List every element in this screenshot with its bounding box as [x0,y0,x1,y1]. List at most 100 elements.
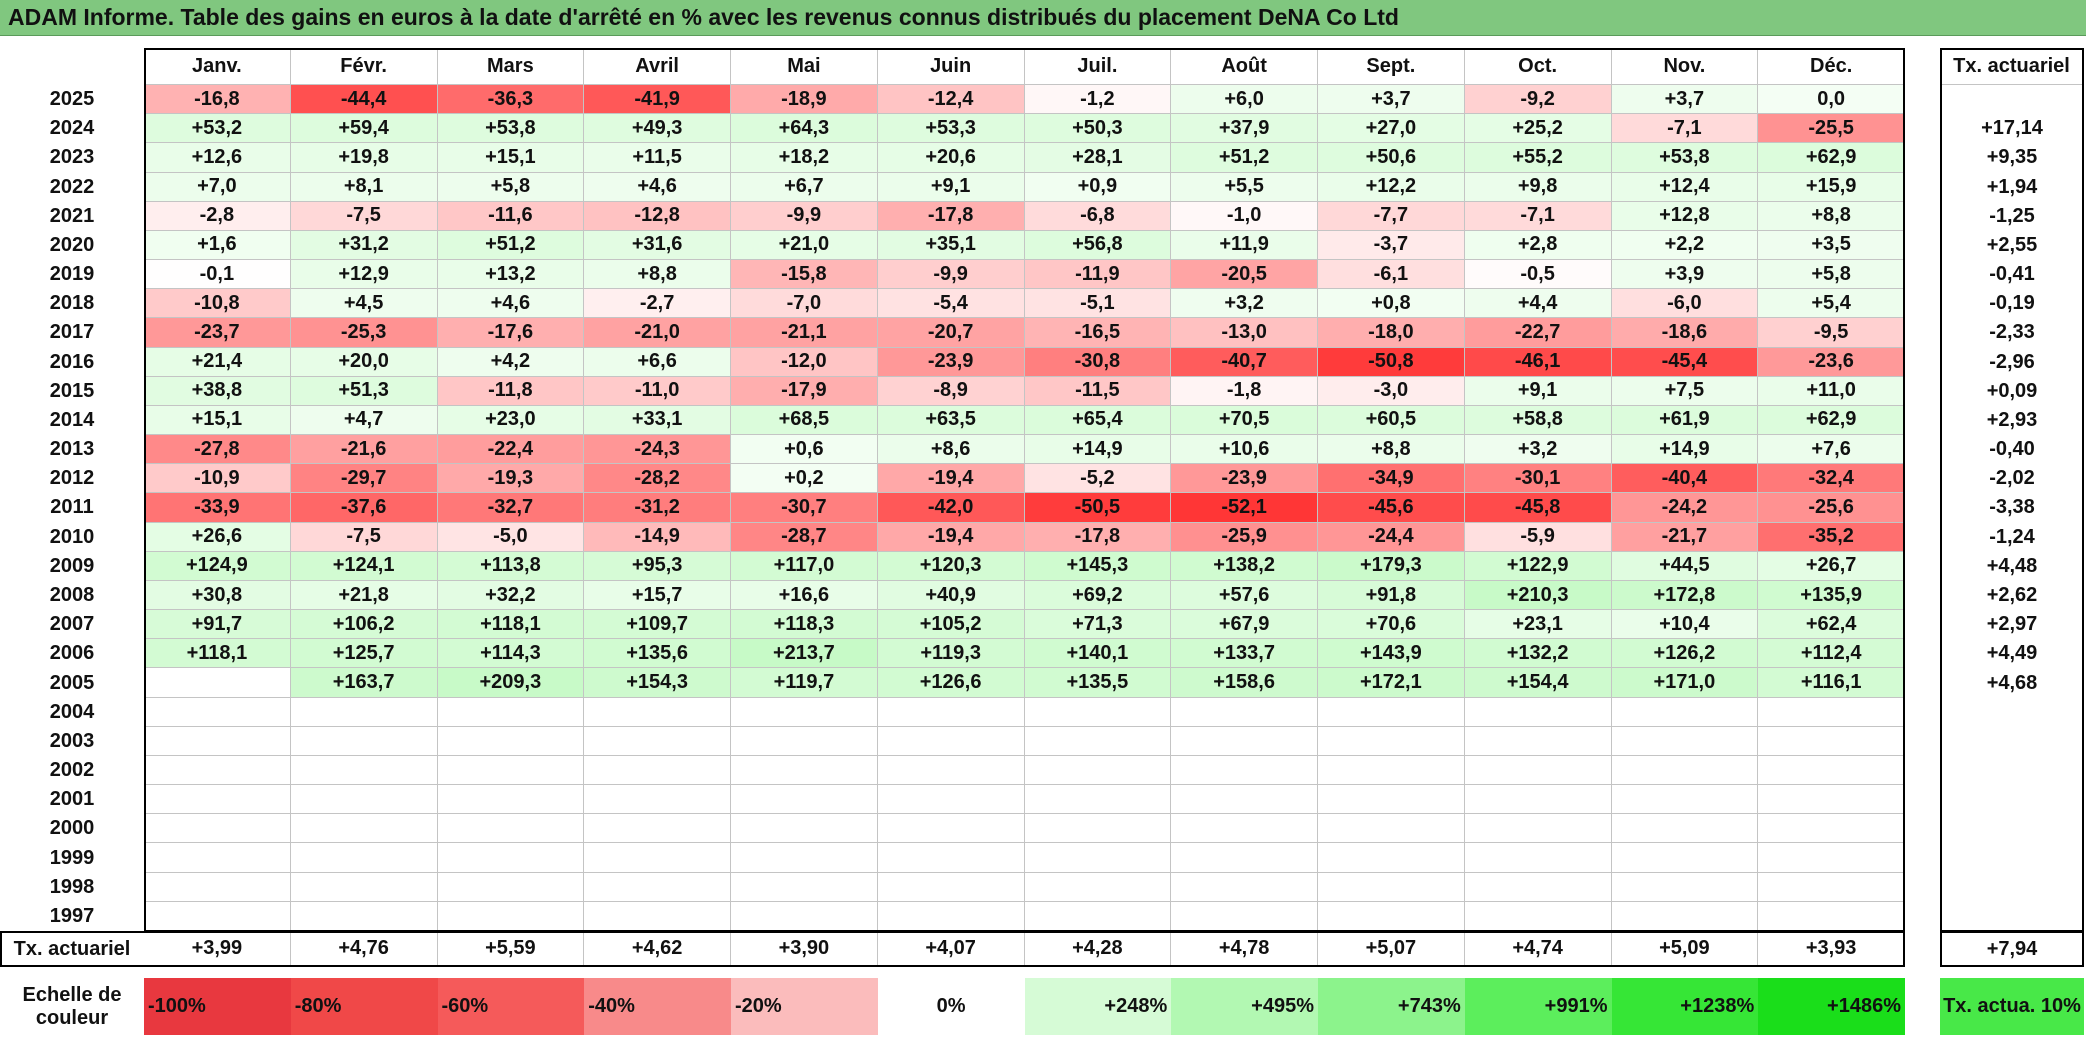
gain-cell: -24,4 [1318,522,1465,552]
gain-cell: -36,3 [437,85,585,115]
gain-cell: -3,7 [1318,230,1465,261]
year-label: 2010 [49,525,95,548]
year-label: 1998 [49,875,95,898]
rate-cell [1940,85,2084,114]
gain-cell [877,697,1025,727]
gain-cell [1318,755,1465,786]
gain-cell: +58,8 [1464,405,1612,436]
gain-cell: +19,8 [290,143,438,173]
gain-cell [1758,872,1905,902]
scale-rate: Tx. actua. 10% [1940,978,2084,1035]
year-label: 2000 [49,817,95,840]
gain-cell: +53,2 [144,114,291,144]
gain-cell: +13,2 [437,260,585,290]
gain-cell: +21,4 [144,347,291,377]
gain-cell: -37,6 [290,493,438,523]
gain-cell: -25,3 [290,318,438,348]
year-label: 2007 [49,613,95,636]
month-header: Avril [584,48,731,85]
gain-cell: +4,2 [437,347,585,377]
gain-cell: +119,7 [731,668,878,698]
rate-cell [1940,873,2084,902]
gain-cell: -20,7 [877,318,1025,348]
rate-header: Tx. actuariel [1940,48,2084,85]
gain-cell: +65,4 [1024,405,1172,436]
rate-cell: +4,48 [1986,554,2038,577]
gain-cell: +124,1 [290,551,438,581]
gain-cell [1464,872,1612,902]
footer-cell: +5,09 [1611,931,1759,967]
gain-cell: +0,2 [731,464,878,494]
gain-cell [290,755,438,786]
gain-cell: +8,8 [1758,201,1905,231]
gain-cell: -11,8 [437,376,585,406]
footer-cell: +4,07 [877,931,1025,967]
footer-cell: +4,78 [1171,931,1318,967]
gain-cell [437,697,585,727]
gain-cell: +14,9 [1024,435,1172,465]
gain-cell [584,755,731,786]
gain-cell: -28,7 [731,522,878,552]
gain-cell: +4,7 [290,405,438,436]
gain-cell: +55,2 [1464,143,1612,173]
gain-cell: -45,6 [1318,493,1465,523]
gain-cell [584,814,731,844]
gain-cell: +51,3 [290,376,438,406]
gain-cell: -19,3 [437,464,585,494]
gain-cell: +5,4 [1758,289,1905,319]
gain-cell: +37,9 [1171,114,1318,144]
gain-cell: +172,8 [1611,580,1759,611]
gain-cell [290,726,438,756]
gain-cell [1464,697,1612,727]
gain-cell [1171,726,1318,756]
gain-cell: +126,6 [877,668,1025,698]
year-label: 2025 [49,88,95,111]
year-label: 2011 [50,496,94,519]
gain-cell: +33,1 [584,405,731,436]
gain-cell [1318,697,1465,727]
gain-cell [1758,726,1905,756]
gain-cell: +44,5 [1611,551,1759,581]
gain-cell: -21,1 [731,318,878,348]
gain-cell: -2,7 [584,289,731,319]
gain-cell: +62,9 [1758,405,1905,436]
gain-cell: -2,8 [144,201,291,231]
gain-cell: +71,3 [1024,610,1172,640]
year-label: 1999 [49,846,95,869]
footer-cell: +4,28 [1024,931,1172,967]
footer-cell: +3,93 [1758,931,1905,967]
gain-cell [1024,697,1172,727]
gain-cell: +106,2 [290,610,438,640]
gain-cell [731,726,878,756]
gain-cell [1464,843,1612,873]
gain-cell [1024,872,1172,902]
rate-cell [1940,843,2084,872]
gain-cell [290,843,438,873]
rate-cell [1940,902,2084,931]
gain-cell: +143,9 [1318,639,1465,669]
gain-cell [1611,814,1759,844]
year-label: 2009 [49,554,95,577]
gain-cell: +28,1 [1024,143,1172,173]
gain-cell: +59,4 [290,114,438,144]
gain-cell: +12,9 [290,260,438,290]
gain-cell [1758,814,1905,844]
gain-cell: +5,8 [437,172,585,202]
gain-cell: -27,8 [144,435,291,465]
gain-cell: -6,1 [1318,260,1465,290]
gain-cell [1464,785,1612,815]
gain-cell [877,755,1025,786]
gain-cell: +133,7 [1171,639,1318,669]
month-header: Juil. [1024,48,1172,85]
gain-cell: -46,1 [1464,347,1612,377]
year-label: 2008 [49,584,95,606]
year-label: 2024 [49,117,95,140]
gain-cell: -22,7 [1464,318,1612,348]
gain-cell [437,755,585,786]
gain-cell: +9,8 [1464,172,1612,202]
gain-cell: +118,1 [437,610,585,640]
gain-cell: +53,8 [1611,143,1759,173]
month-header: Mai [731,48,878,85]
gain-cell: -15,8 [731,260,878,290]
gain-cell: -5,2 [1024,464,1172,494]
